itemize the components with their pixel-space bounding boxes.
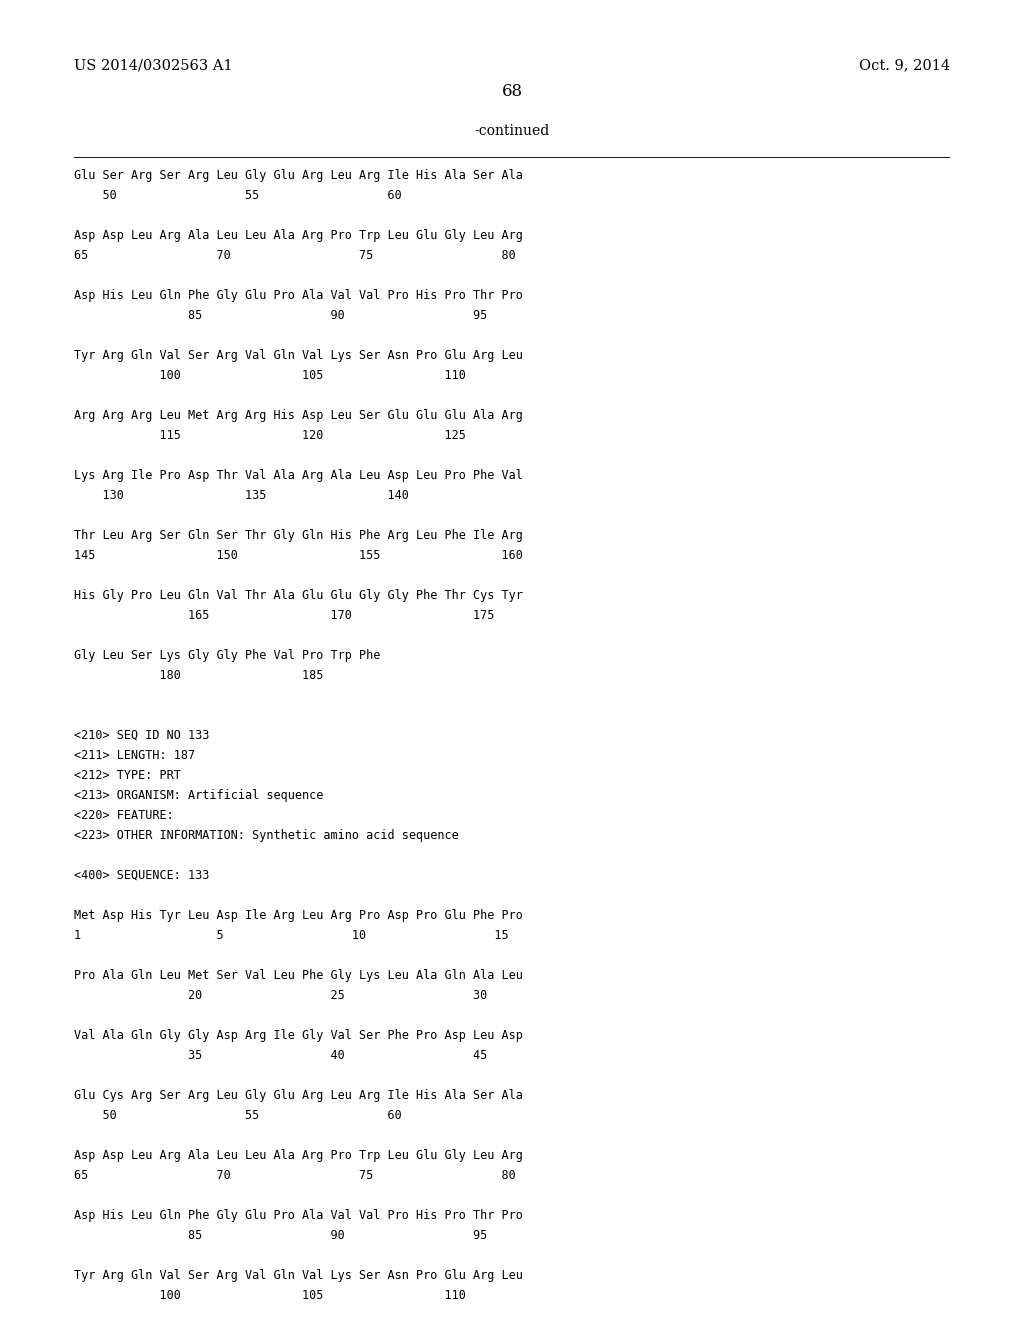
Text: 65                  70                  75                  80: 65 70 75 80 — [74, 1170, 515, 1181]
Text: Tyr Arg Gln Val Ser Arg Val Gln Val Lys Ser Asn Pro Glu Arg Leu: Tyr Arg Gln Val Ser Arg Val Gln Val Lys … — [74, 348, 522, 362]
Text: 85                  90                  95: 85 90 95 — [74, 1229, 487, 1242]
Text: US 2014/0302563 A1: US 2014/0302563 A1 — [74, 58, 232, 73]
Text: 145                 150                 155                 160: 145 150 155 160 — [74, 549, 522, 562]
Text: <210> SEQ ID NO 133: <210> SEQ ID NO 133 — [74, 729, 209, 742]
Text: Arg Arg Arg Leu Met Arg Arg His Asp Leu Ser Glu Glu Glu Ala Arg: Arg Arg Arg Leu Met Arg Arg His Asp Leu … — [74, 409, 522, 422]
Text: Asp Asp Leu Arg Ala Leu Leu Ala Arg Pro Trp Leu Glu Gly Leu Arg: Asp Asp Leu Arg Ala Leu Leu Ala Arg Pro … — [74, 228, 522, 242]
Text: Thr Leu Arg Ser Gln Ser Thr Gly Gln His Phe Arg Leu Phe Ile Arg: Thr Leu Arg Ser Gln Ser Thr Gly Gln His … — [74, 529, 522, 543]
Text: <400> SEQUENCE: 133: <400> SEQUENCE: 133 — [74, 869, 209, 882]
Text: Met Asp His Tyr Leu Asp Ile Arg Leu Arg Pro Asp Pro Glu Phe Pro: Met Asp His Tyr Leu Asp Ile Arg Leu Arg … — [74, 909, 522, 921]
Text: Tyr Arg Gln Val Ser Arg Val Gln Val Lys Ser Asn Pro Glu Arg Leu: Tyr Arg Gln Val Ser Arg Val Gln Val Lys … — [74, 1269, 522, 1282]
Text: 85                  90                  95: 85 90 95 — [74, 309, 487, 322]
Text: Oct. 9, 2014: Oct. 9, 2014 — [859, 58, 950, 73]
Text: 180                 185: 180 185 — [74, 669, 324, 682]
Text: Pro Ala Gln Leu Met Ser Val Leu Phe Gly Lys Leu Ala Gln Ala Leu: Pro Ala Gln Leu Met Ser Val Leu Phe Gly … — [74, 969, 522, 982]
Text: <213> ORGANISM: Artificial sequence: <213> ORGANISM: Artificial sequence — [74, 789, 324, 801]
Text: His Gly Pro Leu Gln Val Thr Ala Glu Glu Gly Gly Phe Thr Cys Tyr: His Gly Pro Leu Gln Val Thr Ala Glu Glu … — [74, 589, 522, 602]
Text: Asp Asp Leu Arg Ala Leu Leu Ala Arg Pro Trp Leu Glu Gly Leu Arg: Asp Asp Leu Arg Ala Leu Leu Ala Arg Pro … — [74, 1148, 522, 1162]
Text: 35                  40                  45: 35 40 45 — [74, 1049, 487, 1061]
Text: 68: 68 — [502, 83, 522, 100]
Text: <212> TYPE: PRT: <212> TYPE: PRT — [74, 768, 180, 781]
Text: 50                  55                  60: 50 55 60 — [74, 189, 401, 202]
Text: Asp His Leu Gln Phe Gly Glu Pro Ala Val Val Pro His Pro Thr Pro: Asp His Leu Gln Phe Gly Glu Pro Ala Val … — [74, 1209, 522, 1222]
Text: 115                 120                 125: 115 120 125 — [74, 429, 466, 442]
Text: 50                  55                  60: 50 55 60 — [74, 1109, 401, 1122]
Text: Lys Arg Ile Pro Asp Thr Val Ala Arg Ala Leu Asp Leu Pro Phe Val: Lys Arg Ile Pro Asp Thr Val Ala Arg Ala … — [74, 469, 522, 482]
Text: 65                  70                  75                  80: 65 70 75 80 — [74, 249, 515, 261]
Text: Glu Cys Arg Ser Arg Leu Gly Glu Arg Leu Arg Ile His Ala Ser Ala: Glu Cys Arg Ser Arg Leu Gly Glu Arg Leu … — [74, 1089, 522, 1102]
Text: Val Ala Gln Gly Gly Asp Arg Ile Gly Val Ser Phe Pro Asp Leu Asp: Val Ala Gln Gly Gly Asp Arg Ile Gly Val … — [74, 1028, 522, 1041]
Text: -continued: -continued — [474, 124, 550, 139]
Text: 130                 135                 140: 130 135 140 — [74, 488, 409, 502]
Text: Gly Leu Ser Lys Gly Gly Phe Val Pro Trp Phe: Gly Leu Ser Lys Gly Gly Phe Val Pro Trp … — [74, 649, 380, 661]
Text: <211> LENGTH: 187: <211> LENGTH: 187 — [74, 748, 195, 762]
Text: Asp His Leu Gln Phe Gly Glu Pro Ala Val Val Pro His Pro Thr Pro: Asp His Leu Gln Phe Gly Glu Pro Ala Val … — [74, 289, 522, 302]
Text: Glu Ser Arg Ser Arg Leu Gly Glu Arg Leu Arg Ile His Ala Ser Ala: Glu Ser Arg Ser Arg Leu Gly Glu Arg Leu … — [74, 169, 522, 182]
Text: <223> OTHER INFORMATION: Synthetic amino acid sequence: <223> OTHER INFORMATION: Synthetic amino… — [74, 829, 459, 842]
Text: <220> FEATURE:: <220> FEATURE: — [74, 809, 173, 822]
Text: 100                 105                 110: 100 105 110 — [74, 368, 466, 381]
Text: 1                   5                  10                  15: 1 5 10 15 — [74, 929, 508, 942]
Text: 20                  25                  30: 20 25 30 — [74, 989, 487, 1002]
Text: 100                 105                 110: 100 105 110 — [74, 1288, 466, 1302]
Text: 165                 170                 175: 165 170 175 — [74, 609, 495, 622]
